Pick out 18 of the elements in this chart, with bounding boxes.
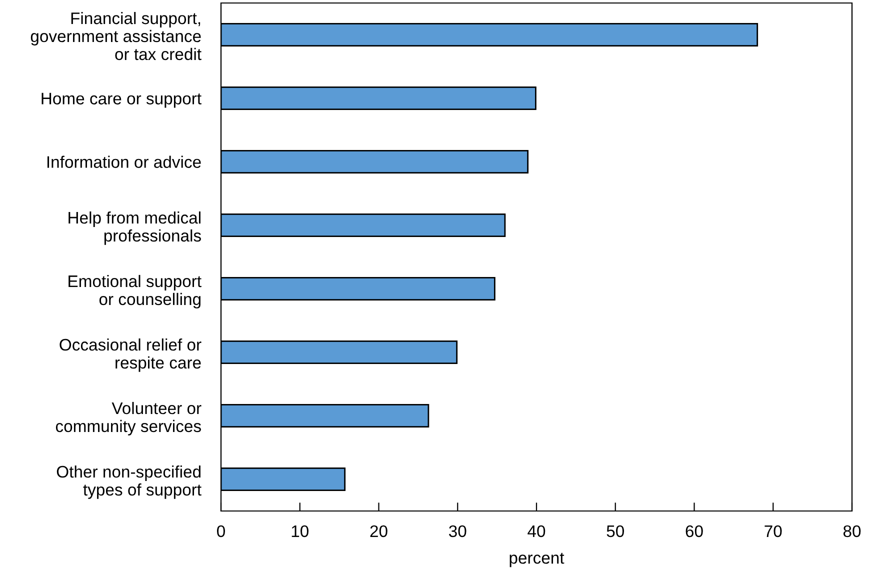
y-tick-label: Emotional support or counselling (68, 274, 202, 308)
y-tick-label: Help from medical professionals (68, 211, 201, 245)
x-tick-label: 60 (686, 525, 703, 538)
y-tick-label: Other non-specified types of support (56, 465, 202, 499)
x-tick-label: 70 (764, 525, 782, 538)
x-tick-label: 20 (370, 525, 388, 538)
x-tick-label: 80 (843, 525, 861, 538)
y-tick-label: Volunteer or community services (56, 402, 202, 436)
y-tick-label: Home care or support (42, 92, 202, 108)
x-tick-label: 40 (528, 525, 546, 538)
x-tick-label: 30 (448, 525, 466, 538)
y-tick-label: Financial support, government assistance or tax credit (30, 12, 202, 60)
y-tick-label: Occasional relief or respite care (60, 338, 202, 372)
x-tick-label: 50 (606, 525, 624, 538)
x-axis-title: percent (510, 552, 564, 568)
y-tick-label: Information or advice (47, 156, 201, 168)
x-tick-label: 10 (292, 525, 308, 538)
x-tick-label: 0 (217, 525, 225, 538)
